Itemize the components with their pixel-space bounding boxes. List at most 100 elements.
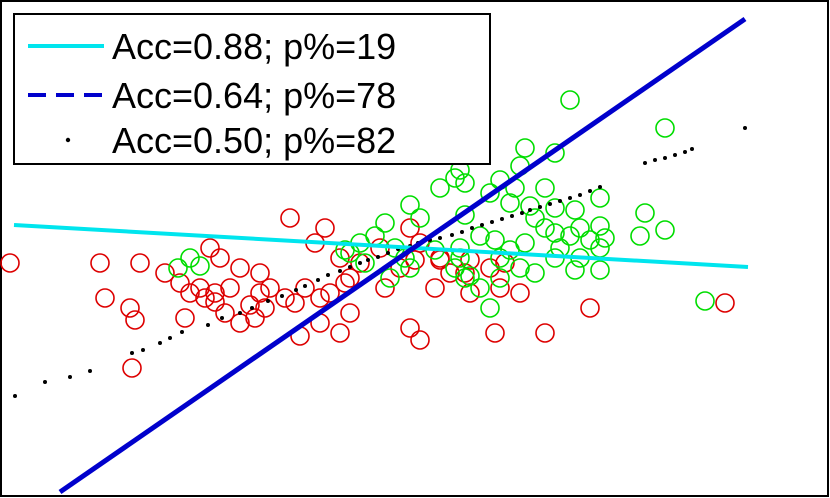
green-point-38 [470, 278, 490, 298]
red-point-56 [340, 303, 360, 323]
dotted-line-point-31 [460, 230, 464, 234]
red-point-43 [580, 298, 600, 318]
dotted-line-point-17 [316, 278, 320, 282]
red-point-25 [350, 253, 370, 273]
green-point-66 [450, 238, 470, 258]
dotted-line-point-46 [643, 161, 647, 165]
legend: Acc=0.88; p%=19 Acc=0.64; p%=78 Acc=0.50… [13, 13, 491, 165]
dotted-line-point-0 [13, 394, 17, 398]
dotted-line-point-11 [238, 311, 242, 315]
red-point-49 [195, 288, 215, 308]
red-point-50 [205, 283, 225, 303]
dotted-line-point-4 [130, 351, 134, 355]
green-point-21 [485, 230, 505, 250]
green-point-52 [380, 268, 400, 288]
green-point-9 [445, 168, 465, 188]
dotted-line-point-43 [578, 193, 582, 197]
red-point-22 [315, 218, 335, 238]
green-point-23 [490, 248, 510, 268]
dotted-line-point-52 [743, 126, 747, 130]
green-point-16 [500, 193, 520, 213]
green-point-54 [355, 253, 375, 273]
red-point-1 [90, 253, 110, 273]
legend-box [13, 13, 491, 165]
dotted-line-point-9 [206, 323, 210, 327]
red-point-51 [245, 308, 265, 328]
dotted-line-point-42 [568, 196, 572, 200]
dotted-line-point-19 [338, 269, 342, 273]
green-point-55 [335, 240, 355, 260]
dotted-line-point-50 [683, 150, 687, 154]
green-point-14 [455, 205, 475, 225]
red-point-35 [425, 278, 445, 298]
dotted-line-point-33 [480, 223, 484, 227]
green-point-41 [655, 220, 675, 240]
red-point-7 [210, 248, 230, 268]
dotted-line-point-18 [326, 273, 330, 277]
red-point-14 [260, 278, 280, 298]
dotted-line-point-44 [588, 189, 592, 193]
red-point-38 [480, 258, 500, 278]
red-point-30 [400, 218, 420, 238]
blue-line [58, 16, 747, 495]
dotted-line-point-32 [470, 226, 474, 230]
red-point-45 [122, 358, 142, 378]
red-point-36 [455, 263, 475, 283]
dotted-line-point-15 [294, 288, 298, 292]
dotted-line-point-8 [180, 330, 184, 334]
red-point-62 [95, 288, 115, 308]
legend-label-acc088: Acc=0.88; p%=19 [112, 26, 396, 67]
dotted-line-point-29 [438, 236, 442, 240]
dotted-line-point-35 [500, 217, 504, 221]
green-point-19 [545, 223, 565, 243]
dotted-line-point-41 [558, 199, 562, 203]
dotted-line-point-20 [348, 265, 352, 269]
red-point-8 [230, 258, 250, 278]
green-point-12 [400, 195, 420, 215]
dotted-line-point-16 [303, 284, 307, 288]
red-point-55 [330, 323, 350, 343]
green-point-53 [400, 258, 420, 278]
green-point-60 [480, 298, 500, 318]
dotted-line-point-49 [673, 153, 677, 157]
green-point-28 [580, 230, 600, 250]
green-point-42 [630, 226, 650, 246]
red-point-18 [310, 288, 330, 308]
red-point-9 [250, 263, 270, 283]
dotted-line-point-3 [88, 369, 92, 373]
red-point-42 [535, 323, 555, 343]
dotted-line-point-6 [158, 341, 162, 345]
green-point-45 [455, 268, 475, 288]
red-point-21 [280, 208, 300, 228]
green-point-35 [490, 268, 510, 288]
red-point-5 [180, 283, 200, 303]
green-point-48 [375, 213, 395, 233]
green-point-33 [525, 263, 545, 283]
dotted-line-point-48 [663, 156, 667, 160]
green-point-56 [168, 258, 188, 278]
red-point-10 [220, 278, 240, 298]
green-point-64 [595, 228, 615, 248]
red-point-63 [175, 308, 195, 328]
red-point-12 [240, 295, 260, 315]
green-point-63 [545, 198, 565, 218]
red-point-2 [130, 253, 150, 273]
dotted-line-point-5 [141, 348, 145, 352]
red-point-11 [205, 292, 225, 312]
red-point-48 [190, 278, 210, 298]
red-point-39 [490, 278, 510, 298]
green-point-30 [590, 216, 610, 236]
green-point-1 [655, 118, 675, 138]
green-point-0 [560, 90, 580, 110]
dotted-line-point-1 [43, 380, 47, 384]
red-point-58 [410, 330, 430, 350]
green-point-18 [535, 218, 555, 238]
dotted-line-point-39 [538, 205, 542, 209]
red-point-15 [275, 288, 295, 308]
red-point-46 [125, 310, 145, 330]
green-point-61 [565, 260, 585, 280]
legend-label-acc064: Acc=0.64; p%=78 [112, 75, 396, 116]
green-point-58 [190, 256, 210, 276]
